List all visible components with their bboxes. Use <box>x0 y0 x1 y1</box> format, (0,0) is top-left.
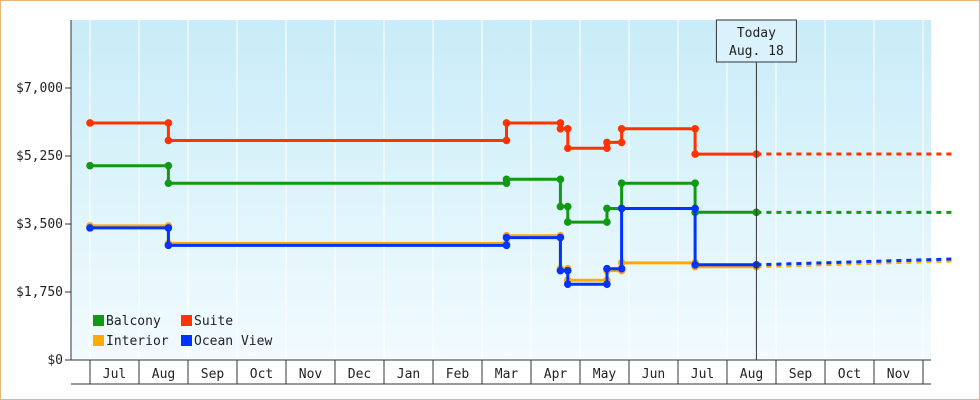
data-point <box>556 202 565 211</box>
series-suite <box>86 119 953 158</box>
data-point <box>164 161 173 170</box>
series-layer <box>86 119 953 289</box>
data-point <box>502 175 511 184</box>
series-balcony <box>86 161 953 226</box>
data-point <box>502 241 511 250</box>
legend: Balcony Suite Interior Ocean View <box>93 314 272 349</box>
x-tick-label: Jan <box>397 367 420 382</box>
data-point <box>502 233 511 242</box>
y-tick-label: $0 <box>47 353 63 368</box>
data-point <box>603 204 611 213</box>
data-point <box>164 224 173 232</box>
data-point <box>563 218 572 226</box>
data-point <box>691 125 699 133</box>
data-point <box>617 179 626 187</box>
x-tick-label: Nov <box>299 367 323 382</box>
series-line <box>90 207 757 286</box>
legend-label: Interior <box>106 334 169 349</box>
data-point <box>556 233 565 242</box>
data-point <box>164 241 173 250</box>
today-callout <box>715 19 797 63</box>
data-point <box>617 264 626 273</box>
data-point <box>603 280 611 289</box>
data-point <box>556 175 565 184</box>
data-point <box>563 280 572 289</box>
x-tick-label: Oct <box>250 367 273 382</box>
y-tick-label: $1,750 <box>16 285 63 300</box>
forecast-line <box>756 259 953 269</box>
data-point <box>603 144 611 153</box>
x-tick-label: Mar <box>495 367 519 382</box>
data-point <box>563 125 572 133</box>
data-point <box>691 179 699 187</box>
data-point <box>164 119 173 127</box>
data-point <box>603 264 611 273</box>
legend-swatch <box>93 315 104 326</box>
series-line <box>90 164 757 224</box>
data-point <box>691 204 699 213</box>
data-point <box>556 266 565 275</box>
data-point <box>86 161 94 170</box>
x-tick-label: Nov <box>887 367 911 382</box>
x-tick-label: Aug <box>152 367 175 382</box>
y-tick-label: $7,000 <box>16 81 63 96</box>
legend-label: Suite <box>194 314 233 329</box>
x-tick-label: Apr <box>544 367 568 382</box>
data-point <box>556 119 565 127</box>
series-line <box>90 121 757 156</box>
x-tick-label: Feb <box>446 367 470 382</box>
y-tick-label: $3,500 <box>16 217 63 232</box>
data-point <box>164 179 173 187</box>
forecast-line <box>756 257 953 267</box>
data-point <box>502 136 511 145</box>
x-axis: Jul Aug Sep Oct Nov Dec Jan Feb Mar Apr May Jun Jul A… <box>71 359 931 385</box>
today-label: Today <box>737 26 776 41</box>
data-point <box>617 138 626 147</box>
data-point <box>86 119 94 127</box>
data-point <box>617 204 626 213</box>
data-point <box>563 144 572 153</box>
y-axis: $0 $1,750 $3,500 $5,250 $7,000 <box>16 20 72 368</box>
data-point <box>563 202 572 211</box>
x-tick-label: Jul <box>691 367 714 382</box>
x-tick-label: Dec <box>348 367 371 382</box>
legend-label: Ocean View <box>194 334 272 349</box>
data-point <box>556 125 565 133</box>
x-tick-label: Oct <box>838 367 861 382</box>
x-tick-label: Sep <box>201 367 225 382</box>
data-point <box>603 138 611 147</box>
data-point <box>691 150 699 158</box>
data-point <box>164 136 173 145</box>
x-tick-label: Sep <box>789 367 813 382</box>
data-point <box>86 224 94 232</box>
grid <box>89 20 924 360</box>
today-date: Aug. 18 <box>729 44 784 59</box>
x-tick-label: May <box>593 367 617 382</box>
x-tick-label: Jul <box>103 367 126 382</box>
data-point <box>563 266 572 275</box>
data-point <box>617 125 626 133</box>
data-point <box>691 261 699 269</box>
legend-swatch <box>181 315 192 326</box>
x-tick-label: Aug <box>740 367 763 382</box>
series-ocean-view <box>86 204 953 289</box>
legend-label: Balcony <box>106 314 161 329</box>
y-tick-label: $5,250 <box>16 149 63 164</box>
legend-swatch <box>93 335 104 346</box>
plot-background <box>71 20 931 360</box>
x-tick-label: Jun <box>642 367 665 382</box>
data-point <box>502 119 511 127</box>
today-marker: Today Aug. 18 <box>715 19 797 360</box>
legend-swatch <box>181 335 192 346</box>
data-point <box>603 218 611 226</box>
